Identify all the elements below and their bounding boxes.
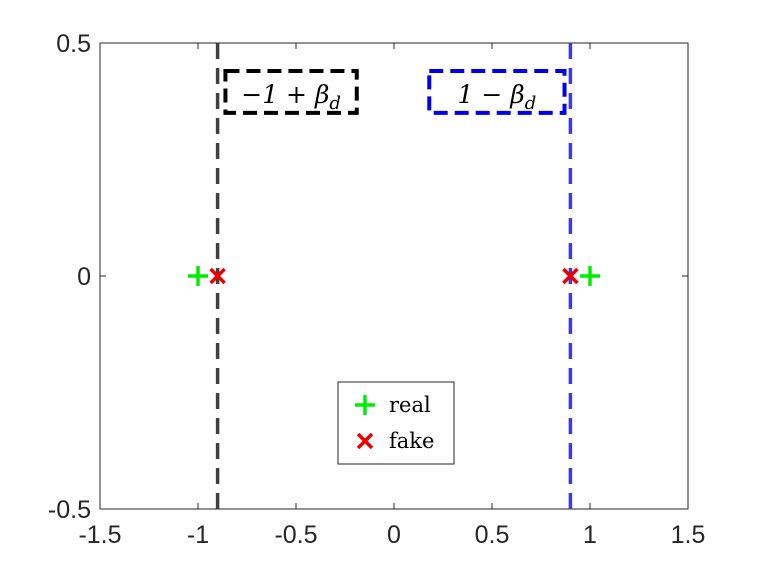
- legend-label: fake: [389, 429, 434, 453]
- y-tick-label: 0: [77, 263, 91, 291]
- legend-box: [337, 381, 455, 465]
- annotation-subscript: d: [525, 93, 537, 114]
- x-tick-label: 0: [387, 521, 401, 549]
- x-tick-label: -0.5: [274, 521, 317, 549]
- annotation-label: −1 + βd: [241, 80, 341, 114]
- annotation-main: 1 − β: [458, 80, 525, 109]
- legend-marker-fake: [356, 432, 374, 450]
- fake-point: [209, 267, 226, 285]
- x-tick-label: -1: [187, 521, 209, 549]
- y-tick-label: 0.5: [56, 30, 91, 58]
- legend-label: real: [389, 393, 431, 417]
- annotation-box: [223, 68, 359, 115]
- annotation-label: 1 − βd: [458, 80, 537, 114]
- fake-point: [562, 267, 579, 285]
- x-tick-label: 0.5: [475, 521, 510, 549]
- annotation-box: [427, 68, 567, 115]
- annotation-subscript: d: [329, 93, 341, 114]
- x-tick-label: -1.5: [78, 521, 121, 549]
- x-tick-label: 1: [583, 521, 597, 549]
- annotation-main: −1 + β: [241, 80, 329, 109]
- x-tick-label: 1.5: [671, 521, 706, 549]
- y-tick-label: -0.5: [48, 496, 91, 524]
